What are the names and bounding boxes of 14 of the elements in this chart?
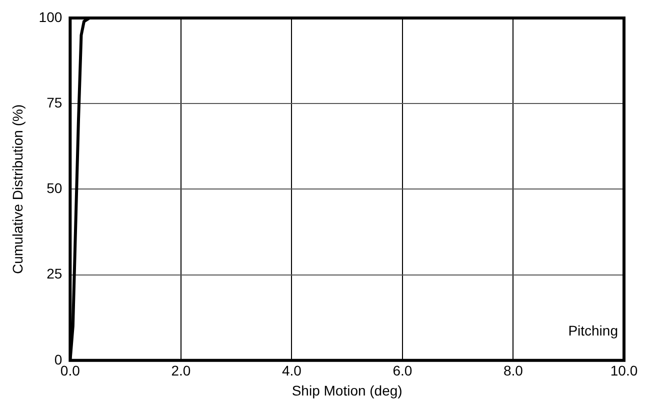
x-tick-label: 2.0	[171, 362, 191, 379]
y-tick-label: 50	[46, 180, 62, 196]
x-tick-label: 4.0	[282, 362, 302, 379]
x-tick-label: 0.0	[60, 362, 80, 379]
x-tick-label: 8.0	[503, 362, 524, 379]
y-tick-label: 75	[46, 94, 62, 110]
y-tick-label: 100	[38, 8, 62, 25]
x-tick-label: 10.0	[610, 362, 638, 379]
y-tick-label: 0	[54, 351, 62, 368]
x-tick-label: 6.0	[392, 362, 412, 379]
annotation: Pitching	[568, 322, 618, 338]
x-axis-title: Ship Motion (deg)	[292, 382, 402, 398]
y-tick-label: 25	[46, 266, 62, 282]
y-axis-title: Cumulative Distribution (%)	[9, 104, 26, 274]
